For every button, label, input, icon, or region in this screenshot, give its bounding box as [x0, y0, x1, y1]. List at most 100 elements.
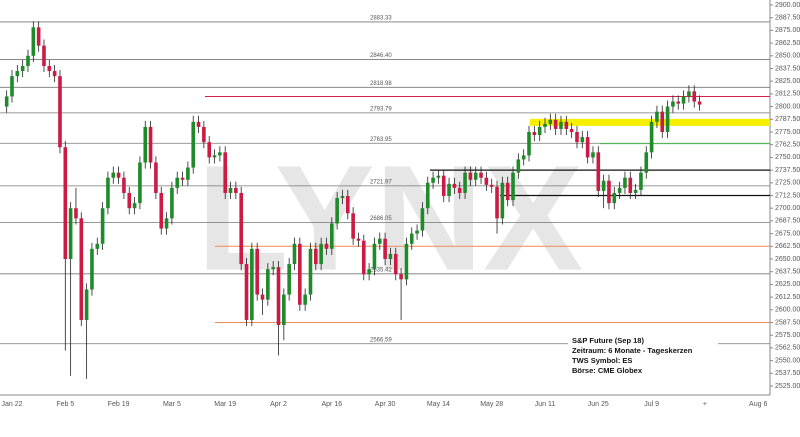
- candle-body: [612, 192, 617, 204]
- candle-body: [617, 187, 622, 193]
- candle-body: [356, 238, 361, 241]
- candle-body: [218, 152, 222, 156]
- candle-body: [697, 101, 702, 105]
- y-tick-label: 2675.00: [775, 230, 800, 237]
- x-tick-label: Apr 30: [375, 401, 396, 408]
- candle-body: [425, 182, 430, 209]
- level-label: 2721.97: [370, 179, 392, 185]
- candle-body: [255, 248, 259, 295]
- candle-body: [580, 137, 585, 143]
- candle-body: [676, 101, 681, 104]
- candle-body: [489, 184, 494, 187]
- candle-body: [431, 177, 435, 183]
- y-tick-label: 2825.00: [775, 78, 800, 85]
- candle-body: [564, 121, 569, 129]
- candle-body: [655, 111, 659, 122]
- candle-body: [623, 177, 627, 188]
- candle-body: [276, 267, 281, 326]
- candle-body: [266, 269, 270, 300]
- candle-body: [441, 175, 446, 197]
- y-tick-label: 2900.00: [775, 2, 800, 9]
- x-tick-label: Apr 16: [321, 401, 342, 408]
- x-tick-label: Apr 2: [270, 401, 287, 408]
- x-tick-label: Jun 11: [535, 401, 556, 408]
- candle-body: [436, 175, 441, 178]
- candle-body: [100, 208, 105, 244]
- candle-body: [202, 126, 206, 143]
- y-tick-label: 2812.50: [775, 91, 800, 98]
- y-tick-label: 2587.50: [775, 319, 800, 326]
- candle-body: [596, 152, 601, 191]
- candle-body: [31, 27, 36, 56]
- y-tick-label: 2737.50: [775, 167, 800, 174]
- y-tick-label: 2887.50: [775, 15, 800, 22]
- y-tick-label: 2700.00: [775, 205, 800, 212]
- candle-body: [282, 294, 286, 326]
- candle-body: [159, 192, 164, 229]
- candle-body: [207, 142, 212, 158]
- candle-body: [340, 196, 345, 199]
- candle-body: [15, 71, 20, 77]
- candle-body: [116, 172, 121, 178]
- candle-body: [148, 126, 153, 163]
- candle-body: [537, 126, 542, 136]
- candle-body: [505, 182, 510, 201]
- candle-body: [95, 243, 100, 249]
- candle-body: [495, 186, 499, 219]
- candle-body: [314, 248, 318, 265]
- level-label: 2686.05: [370, 216, 392, 222]
- candle-body: [122, 177, 126, 193]
- candle-body: [74, 208, 78, 219]
- candle-body: [607, 180, 611, 204]
- y-tick-label: 2575.00: [775, 332, 800, 339]
- info-text: Börse: CME Globex: [572, 366, 643, 375]
- candle-body: [154, 162, 158, 193]
- candle-body: [639, 172, 643, 190]
- candle-body: [383, 238, 387, 259]
- candle-body: [628, 177, 633, 193]
- candle-body: [361, 240, 366, 275]
- candle-body: [591, 152, 595, 158]
- candle-body: [58, 76, 62, 148]
- candle-body: [649, 121, 654, 153]
- candle-body: [303, 294, 307, 305]
- candle-body: [516, 159, 521, 173]
- y-tick-label: 2687.50: [775, 218, 800, 225]
- candle-body: [26, 55, 30, 66]
- candle-body: [585, 137, 590, 158]
- candle-body: [212, 155, 217, 158]
- candle-body: [106, 177, 110, 209]
- candle-body: [543, 123, 547, 127]
- candle-body: [553, 119, 558, 129]
- y-tick-label: 2612.50: [775, 294, 800, 301]
- y-tick-label: 2800.00: [775, 103, 800, 110]
- candle-body: [186, 167, 190, 180]
- candle-body: [692, 91, 697, 102]
- candle-body: [377, 238, 382, 244]
- y-tick-label: 2862.50: [775, 40, 800, 47]
- candle-body: [36, 27, 41, 46]
- y-tick-label: 2537.50: [775, 370, 800, 377]
- y-tick-label: 2637.50: [775, 269, 800, 276]
- candle-body: [409, 233, 414, 244]
- y-tick-label: 2550.00: [775, 357, 800, 364]
- y-tick-label: 2625.00: [775, 281, 800, 288]
- candle-body: [388, 253, 393, 259]
- candle-body: [239, 192, 243, 265]
- candle-body: [479, 172, 483, 178]
- candle-body: [127, 192, 132, 209]
- y-tick-label: 2837.50: [775, 65, 800, 72]
- candle-body: [404, 243, 409, 280]
- candle-body: [234, 187, 238, 193]
- candle-body: [415, 230, 419, 234]
- x-tick-label: May 14: [427, 401, 450, 408]
- candle-body: [196, 121, 201, 127]
- x-tick-label: Jan 22: [1, 401, 22, 408]
- level-label: 2635.42: [370, 267, 392, 273]
- y-tick-label: 2762.50: [775, 142, 800, 149]
- candle-body: [484, 177, 489, 185]
- y-tick-label: 2875.00: [775, 27, 800, 34]
- candle-body: [345, 196, 350, 214]
- candle-body: [665, 106, 670, 132]
